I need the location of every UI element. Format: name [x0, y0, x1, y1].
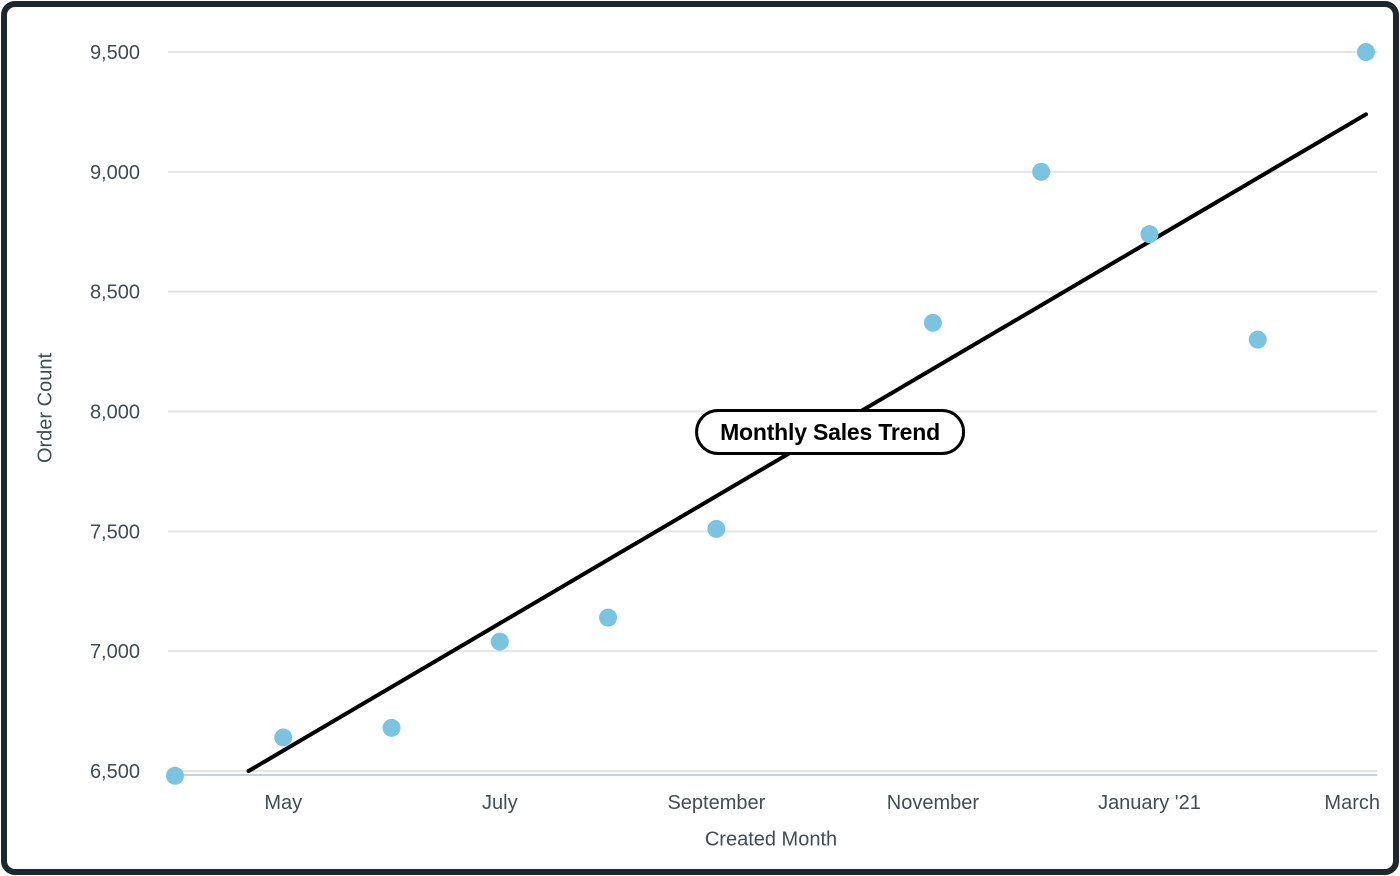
y-axis-tick-label: 7,500	[90, 521, 140, 543]
data-point[interactable]	[1248, 330, 1267, 349]
chart-title-pill: Monthly Sales Trend	[695, 409, 965, 455]
data-point[interactable]	[1357, 43, 1375, 61]
y-axis-tick-label: 8,000	[90, 402, 140, 424]
y-axis-tick-label: 9,500	[90, 42, 140, 64]
x-axis-tick-label: March	[1324, 792, 1380, 814]
y-axis-title: Order Count	[34, 352, 57, 464]
data-point[interactable]	[166, 766, 184, 785]
data-point[interactable]	[490, 632, 509, 651]
x-axis-tick-label: November	[887, 792, 980, 814]
x-axis-tick-label: May	[264, 792, 302, 814]
x-axis-title: Created Month	[704, 828, 838, 851]
data-point[interactable]	[274, 728, 293, 747]
chart-title: Monthly Sales Trend	[720, 418, 940, 445]
data-point[interactable]	[923, 313, 942, 332]
y-axis-tick-label: 7,000	[90, 641, 140, 663]
data-point[interactable]	[707, 519, 726, 538]
data-point[interactable]	[382, 718, 401, 737]
x-axis-tick-label: January '21	[1098, 792, 1201, 814]
data-point[interactable]	[599, 608, 618, 627]
y-axis-tick-label: 6,500	[90, 761, 140, 783]
data-point[interactable]	[1032, 162, 1051, 181]
data-point[interactable]	[1140, 225, 1159, 244]
x-axis-tick-label: September	[667, 792, 765, 814]
y-axis-tick-label: 9,000	[90, 162, 140, 184]
x-axis-tick-label: July	[482, 792, 518, 814]
y-axis-tick-label: 8,500	[90, 282, 140, 304]
